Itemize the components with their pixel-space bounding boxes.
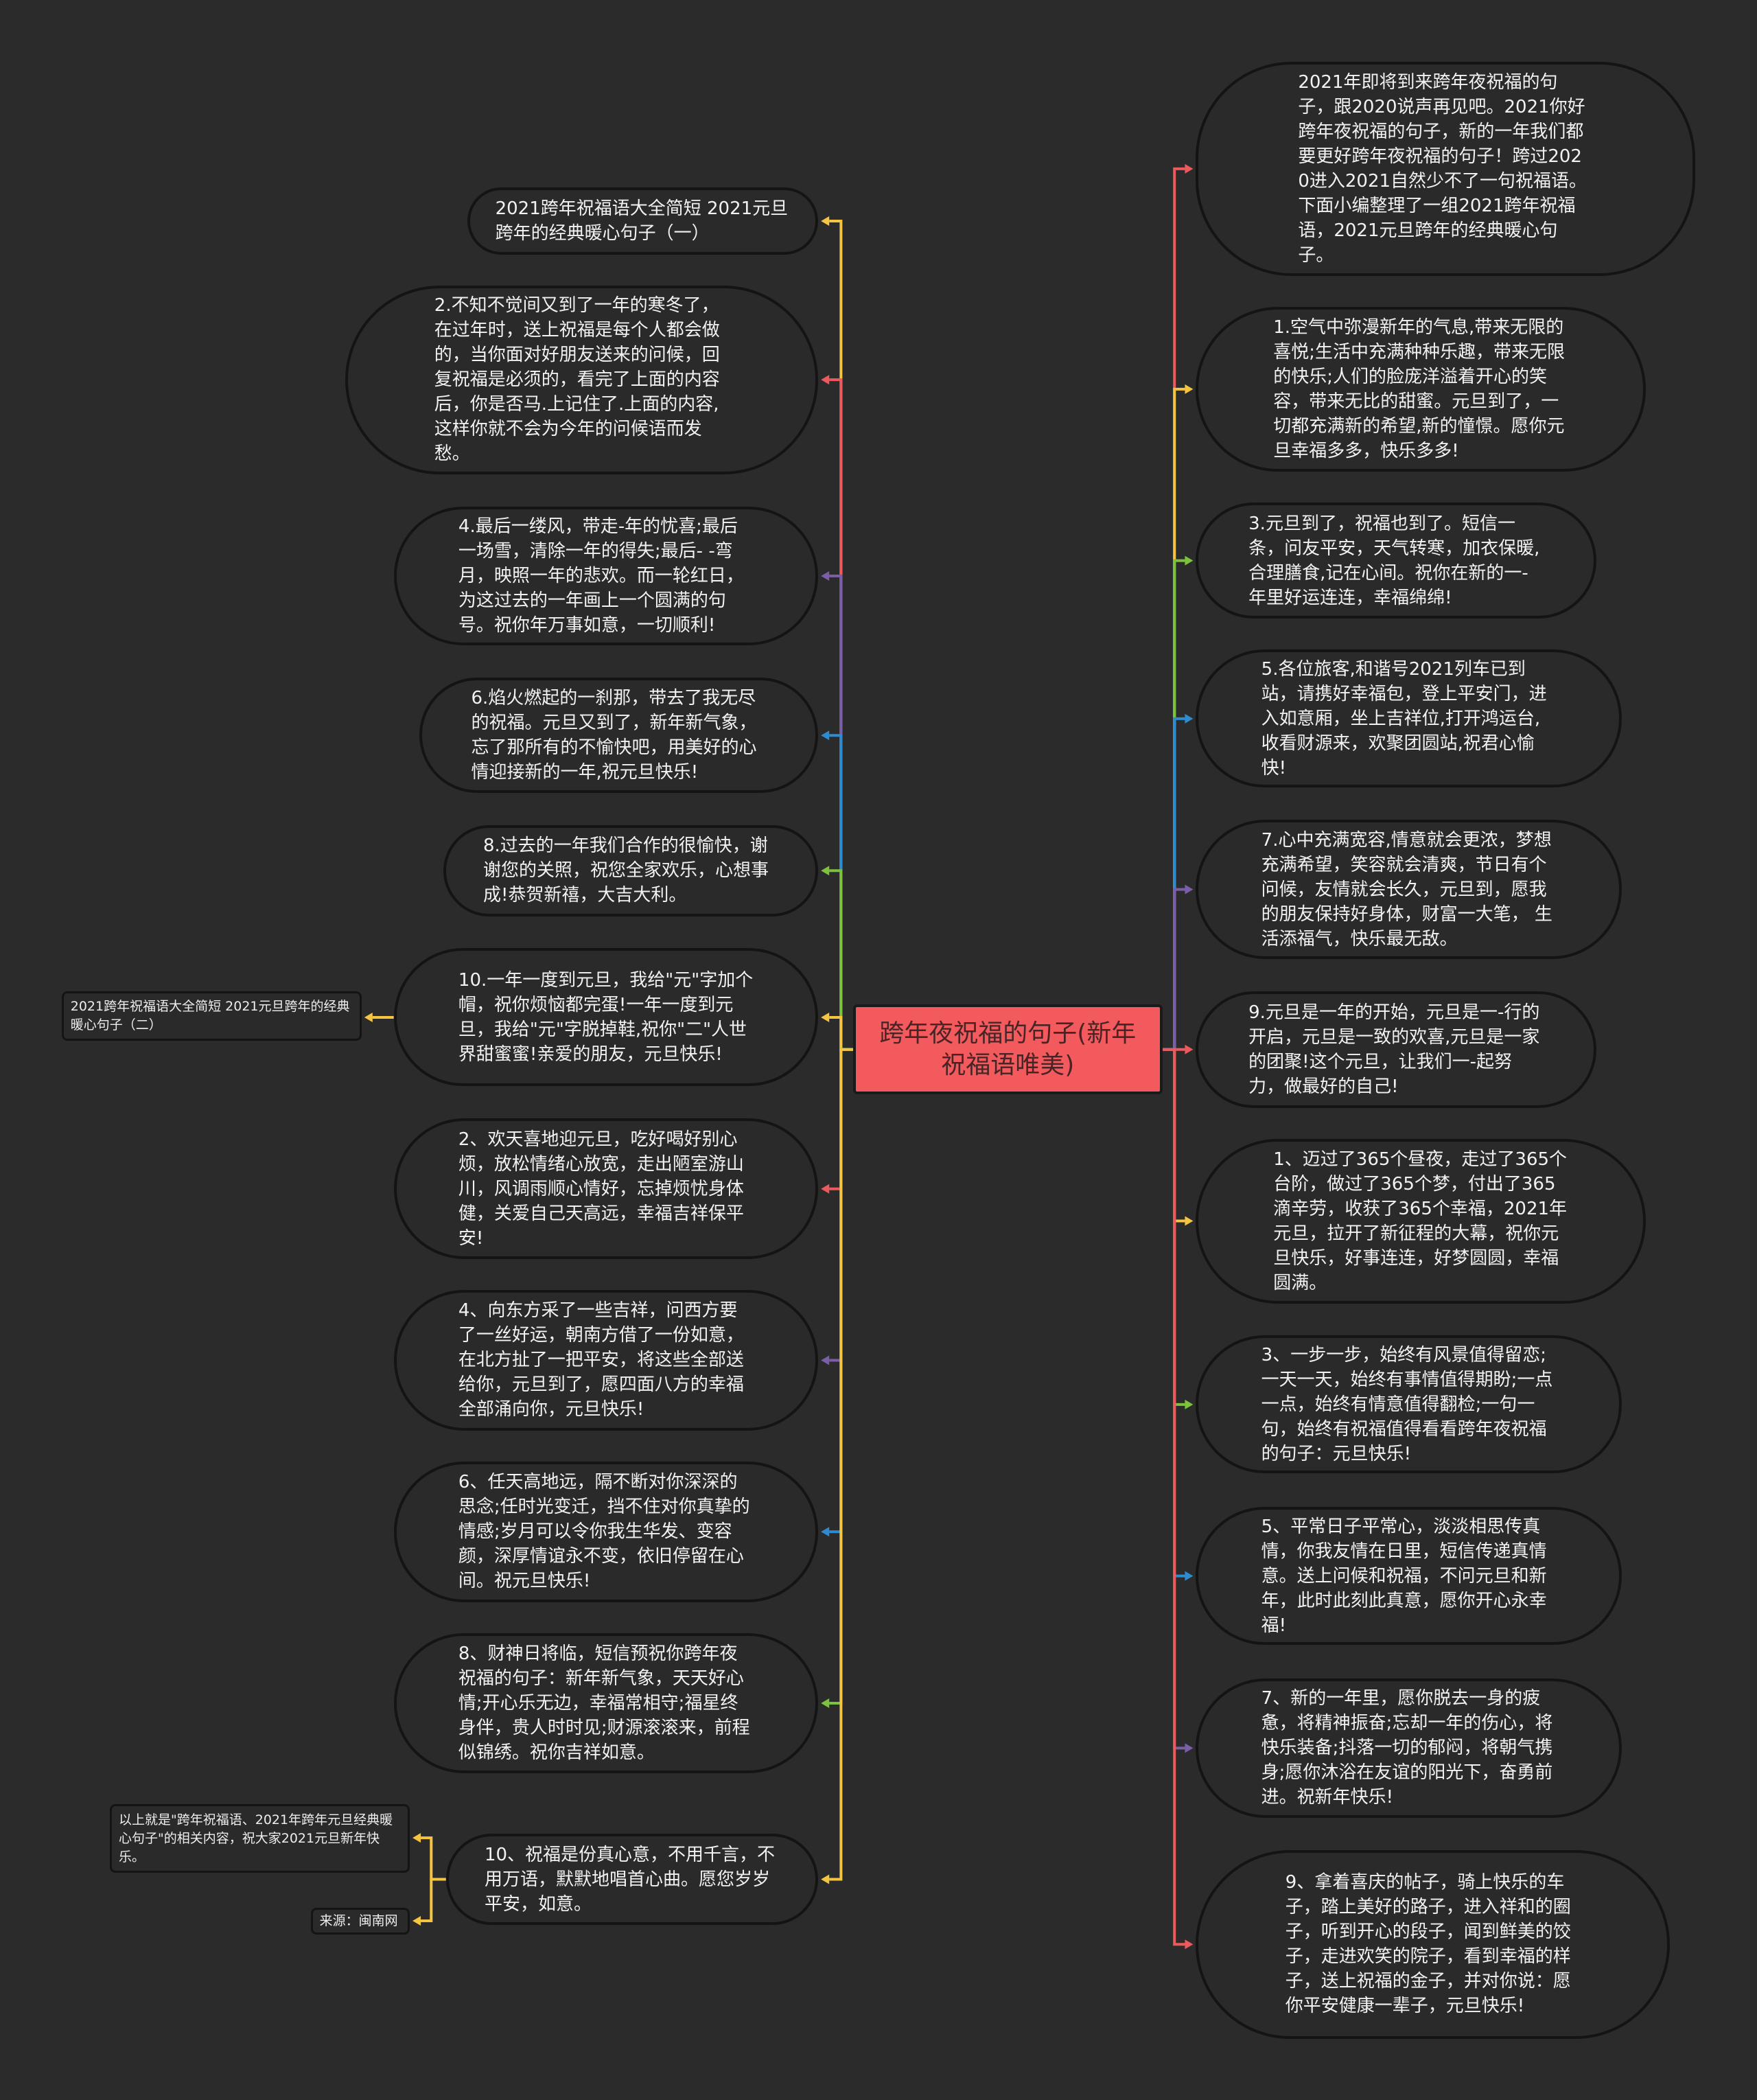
arrowhead-icon: [821, 216, 830, 226]
arrowhead-icon: [1185, 163, 1194, 174]
arrowhead-icon: [1185, 555, 1194, 566]
right-topic-node[interactable]: 7、新的一年里，愿你脱去一身的疲惫，将精神振奋;忘却一年的伤心，将快乐装备;抖落…: [1196, 1678, 1622, 1818]
right-topic-node[interactable]: 1.空气中弥漫新年的气息,带来无限的喜悦;生活中充满种种乐趣，带来无限的快乐;人…: [1196, 306, 1647, 472]
right-topic-node[interactable]: 2021年即将到来跨年夜祝福的句子，跟2020说声再见吧。2021你好跨年夜祝福…: [1196, 61, 1696, 276]
right-topic-text: 9、拿着喜庆的帖子，骑上快乐的车子，踏上美好的路子，进入祥和的圈子，听到开心的段…: [1285, 1872, 1571, 2017]
arrowhead-icon: [1185, 1571, 1194, 1581]
right-topic-node[interactable]: 1、迈过了365个昼夜，走过了365个台阶，做过了365个梦，付出了365滴辛劳…: [1196, 1138, 1647, 1304]
arrowhead-icon: [821, 866, 830, 876]
left-topic-node[interactable]: 2、欢天喜地迎元旦，吃好喝好别心烦，放松情绪心放宽，走出陋室游山川，风调雨顺心情…: [393, 1118, 819, 1260]
right-topic-text: 2021年即将到来跨年夜祝福的句子，跟2020说声再见吧。2021你好跨年夜祝福…: [1298, 71, 1587, 266]
arrowhead-icon: [821, 1698, 830, 1708]
arrowhead-icon: [1185, 884, 1194, 895]
leaf-source-text: 来源：闽南网: [319, 1913, 398, 1928]
arrowhead-icon: [1185, 1399, 1194, 1409]
right-connector: [1162, 1048, 1185, 1946]
left-topic-node[interactable]: 8、财神日将临，短信预祝你跨年夜祝福的句子：新年新气象，天天好心情;开心乐无边，…: [393, 1632, 819, 1774]
right-topic-text: 5.各位旅客,和谐号2021列车已到站，请携好幸福包，登上平安门，进入如意厢，坐…: [1261, 658, 1547, 778]
arrowhead-icon: [821, 1874, 830, 1884]
left-topic-node[interactable]: 6、任天高地远，隔不断对你深深的思念;任时光变迁，挡不住对你真挚的情感;岁月可以…: [393, 1461, 819, 1602]
arrowhead-icon: [412, 1916, 421, 1926]
left-topic-text: 8、财神日将临，短信预祝你跨年夜祝福的句子：新年新气象，天天好心情;开心乐无边，…: [458, 1643, 750, 1763]
left-topic-text: 2.不知不觉间又到了一年的寒冬了，在过年时，送上祝福是每个人都会做的，当你面对好…: [434, 295, 720, 465]
right-topic-text: 7.心中充满宽容,情意就会更浓，梦想充满希望，笑容就会清爽，节日有个问候，友情就…: [1261, 829, 1552, 949]
right-topic-text: 1、迈过了365个昼夜，走过了365个台阶，做过了365个梦，付出了365滴辛劳…: [1273, 1149, 1568, 1293]
left-topic-text: 6.焰火燃起的一刹那，带去了我无尽的祝福。元旦又到了，新年新气象，忘了那所有的不…: [471, 688, 757, 783]
left-topic-text: 4.最后一缕风，带走-年的忧喜;最后一场雪，清除一年的得失;最后- -弯月，映照…: [458, 516, 744, 636]
arrowhead-icon: [1185, 1044, 1194, 1054]
leaf-source[interactable]: 来源：闽南网: [310, 1907, 410, 1935]
left-topic-node[interactable]: 8.过去的一年我们合作的很愉快，谢谢您的关照，祝您全家欢乐，心想事成!恭贺新禧，…: [443, 824, 819, 916]
right-topic-node[interactable]: 3.元旦到了，祝福也到了。短信一条，问友平安，天气转寒，加衣保暖,合理膳食,记在…: [1196, 502, 1596, 619]
left-topic-text: 8.过去的一年我们合作的很愉快，谢谢您的关照，祝您全家欢乐，心想事成!恭贺新禧，…: [483, 835, 769, 906]
right-topic-node[interactable]: 5、平常日子平常心，淡淡相思传真情，你我友情在日里，短信传递真情意。送上问候和祝…: [1196, 1507, 1622, 1646]
leaf-connector: [421, 1879, 433, 1923]
right-topic-node[interactable]: 3、一步一步，始终有风景值得留恋;一天一天，始终有事情值得期盼;一点一点，始终有…: [1196, 1335, 1622, 1474]
left-topic-node[interactable]: 10.一年一度到元旦，我给"元"字加个帽，祝你烦恼都完蛋!一年一度到元旦，我给"…: [393, 948, 819, 1087]
right-topic-node[interactable]: 5.各位旅客,和谐号2021列车已到站，请携好幸福包，登上平安门，进入如意厢，坐…: [1196, 649, 1622, 788]
left-connector: [829, 1048, 853, 1881]
arrowhead-icon: [364, 1012, 373, 1022]
leaf-summary-two[interactable]: 2021跨年祝福语大全简短 2021元旦跨年的经典暖心句子（二）: [61, 991, 362, 1041]
right-topic-text: 5、平常日子平常心，淡淡相思传真情，你我友情在日里，短信传递真情意。送上问候和祝…: [1261, 1516, 1547, 1636]
right-topic-text: 3.元旦到了，祝福也到了。短信一条，问友平安，天气转寒，加衣保暖,合理膳食,记在…: [1248, 513, 1540, 608]
right-topic-text: 3、一步一步，始终有风景值得留恋;一天一天，始终有事情值得期盼;一点一点，始终有…: [1261, 1344, 1553, 1464]
arrowhead-icon: [412, 1833, 421, 1843]
left-topic-node[interactable]: 2021跨年祝福语大全简短 2021元旦跨年的经典暖心句子（一）: [467, 187, 819, 255]
left-topic-node[interactable]: 6.焰火燃起的一刹那，带去了我无尽的祝福。元旦又到了，新年新气象，忘了那所有的不…: [419, 678, 819, 794]
right-topic-text: 1.空气中弥漫新年的气息,带来无限的喜悦;生活中充满种种乐趣，带来无限的快乐;人…: [1273, 316, 1565, 461]
arrowhead-icon: [1185, 384, 1194, 394]
arrowhead-icon: [1185, 1216, 1194, 1226]
right-topic-text: 9.元旦是一年的开始，元旦是一-行的开启，元旦是一致的欢喜,元旦是一家的团聚!这…: [1248, 1002, 1540, 1097]
left-topic-node[interactable]: 10、祝福是份真心意，不用千言，不用万语，默默地唱首心曲。愿您岁岁平安，如意。: [445, 1834, 819, 1925]
left-topic-text: 2021跨年祝福语大全简短 2021元旦跨年的经典暖心句子（一）: [495, 198, 789, 244]
arrowhead-icon: [821, 1184, 830, 1194]
central-topic[interactable]: 跨年夜祝福的句子(新年祝福语唯美): [852, 1004, 1163, 1095]
leaf-connector: [421, 1836, 446, 1881]
right-topic-node[interactable]: 9.元旦是一年的开始，元旦是一-行的开启，元旦是一致的欢喜,元旦是一家的团聚!这…: [1196, 991, 1596, 1108]
left-topic-text: 2、欢天喜地迎元旦，吃好喝好别心烦，放松情绪心放宽，走出陋室游山川，风调雨顺心情…: [458, 1129, 744, 1249]
left-topic-text: 4、向东方采了一些吉祥，问西方要了一丝好运，朝南方借了一份如意，在北方扯了一把平…: [458, 1300, 744, 1420]
left-topic-text: 10、祝福是份真心意，不用千言，不用万语，默默地唱首心曲。愿您岁岁平安，如意。: [484, 1844, 776, 1915]
arrowhead-icon: [1185, 1743, 1194, 1753]
left-topic-text: 10.一年一度到元旦，我给"元"字加个帽，祝你烦恼都完蛋!一年一度到元旦，我给"…: [458, 969, 754, 1065]
arrowhead-icon: [821, 1527, 830, 1537]
right-connector: [1162, 888, 1185, 1051]
right-topic-text: 7、新的一年里，愿你脱去一身的疲惫，将精神振奋;忘却一年的伤心，将快乐装备;抖落…: [1261, 1688, 1553, 1808]
arrowhead-icon: [821, 730, 830, 741]
arrowhead-icon: [1185, 713, 1194, 724]
arrowhead-icon: [821, 1012, 830, 1022]
leaf-summary-two-text: 2021跨年祝福语大全简短 2021元旦跨年的经典暖心句子（二）: [70, 998, 350, 1032]
arrowhead-icon: [821, 1355, 830, 1365]
arrowhead-icon: [821, 375, 830, 385]
right-topic-node[interactable]: 9、拿着喜庆的帖子，骑上快乐的车子，踏上美好的路子，进入祥和的圈子，听到开心的段…: [1196, 1849, 1671, 2039]
arrowhead-icon: [1185, 1939, 1194, 1950]
central-topic-title: 跨年夜祝福的句子(新年祝福语唯美): [879, 1019, 1137, 1079]
left-connector: [829, 1015, 853, 1051]
left-topic-node[interactable]: 2.不知不觉间又到了一年的寒冬了，在过年时，送上祝福是每个人都会做的，当你面对好…: [345, 285, 819, 474]
left-topic-node[interactable]: 4.最后一缕风，带走-年的忧喜;最后一场雪，清除一年的得失;最后- -弯月，映照…: [393, 506, 819, 646]
leaf-closing-note[interactable]: 以上就是"跨年祝福语、2021年跨年元旦经典暖心句子"的相关内容，祝大家2021…: [110, 1804, 410, 1873]
leaf-closing-text: 以上就是"跨年祝福语、2021年跨年元旦经典暖心句子"的相关内容，祝大家2021…: [119, 1812, 393, 1865]
left-topic-text: 6、任天高地远，隔不断对你深深的思念;任时光变迁，挡不住对你真挚的情感;岁月可以…: [458, 1472, 750, 1592]
right-topic-node[interactable]: 7.心中充满宽容,情意就会更浓，梦想充满希望，笑容就会清爽，节日有个问候，友情就…: [1196, 820, 1622, 960]
arrowhead-icon: [821, 571, 830, 581]
left-topic-node[interactable]: 4、向东方采了一些吉祥，问西方要了一丝好运，朝南方借了一份如意，在北方扯了一把平…: [393, 1290, 819, 1431]
